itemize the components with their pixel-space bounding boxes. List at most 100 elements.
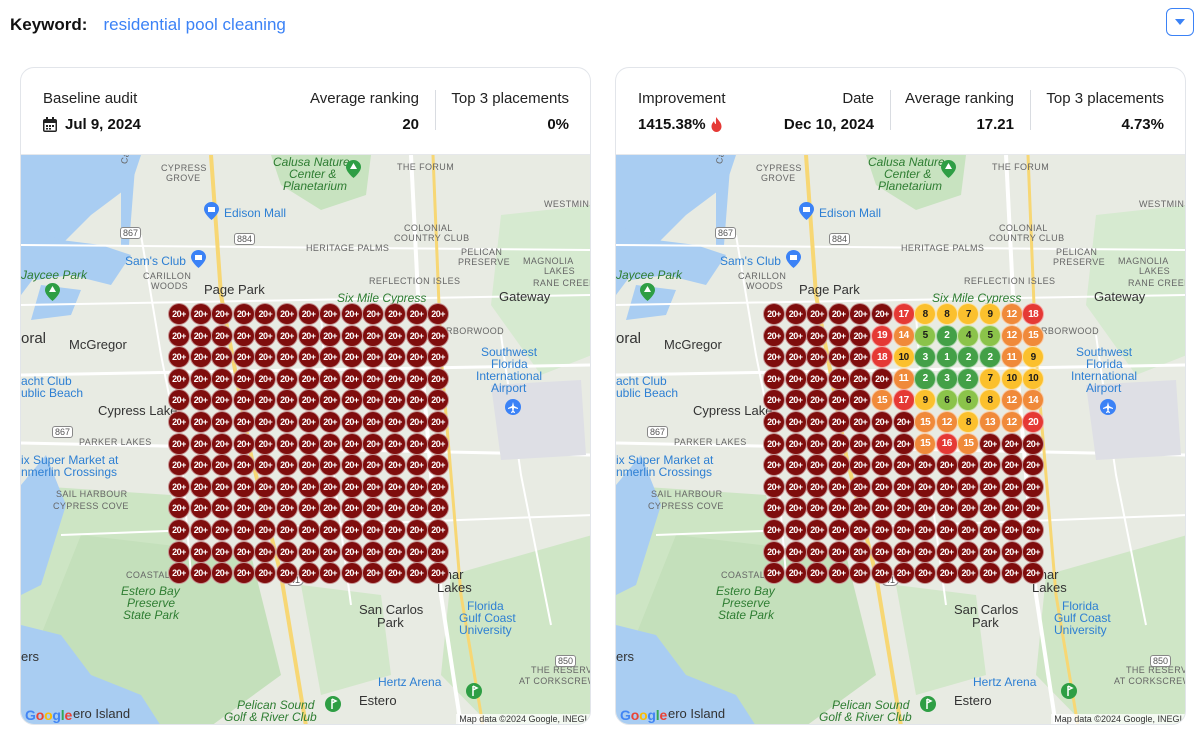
rank-pin[interactable]: 20+ xyxy=(979,454,1001,477)
rank-pin[interactable]: 20+ xyxy=(871,432,893,455)
rank-pin[interactable]: 20+ xyxy=(168,367,190,390)
rank-pin[interactable]: 20+ xyxy=(1000,562,1023,585)
rank-pin[interactable]: 20+ xyxy=(232,411,255,433)
rank-pin[interactable]: 20+ xyxy=(763,540,785,563)
rank-pin[interactable]: 20+ xyxy=(427,303,450,325)
rank-pin[interactable]: 20+ xyxy=(254,497,277,520)
rank-pin[interactable]: 20+ xyxy=(405,519,428,541)
rank-pin[interactable]: 20+ xyxy=(297,411,320,433)
rank-pin[interactable]: 20+ xyxy=(384,389,406,412)
rank-pin[interactable]: 20+ xyxy=(763,367,785,390)
rank-pin[interactable]: 20+ xyxy=(189,346,212,369)
rank-pin[interactable]: 20+ xyxy=(340,562,363,585)
rank-pin[interactable]: 20+ xyxy=(849,519,872,541)
rank-pin[interactable]: 20+ xyxy=(784,454,807,477)
rank-pin[interactable]: 20+ xyxy=(979,432,1001,455)
rank-pin[interactable]: 20+ xyxy=(1022,497,1045,520)
rank-pin[interactable]: 20+ xyxy=(979,475,1001,498)
rank-pin[interactable]: 20+ xyxy=(871,367,893,390)
rank-pin[interactable]: 20+ xyxy=(957,475,980,498)
rank-pin[interactable]: 20+ xyxy=(384,346,406,369)
rank-pin[interactable]: 20+ xyxy=(979,497,1001,520)
rank-pin[interactable]: 20+ xyxy=(211,540,234,563)
rank-pin[interactable]: 19 xyxy=(871,324,893,347)
rank-pin[interactable]: 20+ xyxy=(427,454,450,477)
rank-pin[interactable]: 20+ xyxy=(1000,540,1023,563)
rank-pin[interactable]: 20+ xyxy=(1000,454,1023,477)
rank-pin[interactable]: 20+ xyxy=(784,303,807,325)
rank-pin[interactable]: 20+ xyxy=(892,432,915,455)
rank-pin[interactable]: 5 xyxy=(979,324,1001,347)
rank-pin[interactable]: 20+ xyxy=(827,324,850,347)
rank-pin[interactable]: 20+ xyxy=(254,346,277,369)
rank-pin[interactable]: 20+ xyxy=(827,389,850,412)
rank-pin[interactable]: 20+ xyxy=(189,475,212,498)
rank-pin[interactable]: 20+ xyxy=(784,411,807,433)
rank-pin[interactable]: 20+ xyxy=(232,519,255,541)
rank-pin[interactable]: 20+ xyxy=(1000,497,1023,520)
rank-pin[interactable]: 20+ xyxy=(806,367,829,390)
rank-pin[interactable]: 9 xyxy=(979,303,1001,325)
rank-pin[interactable]: 20+ xyxy=(232,432,255,455)
rank-pin[interactable]: 17 xyxy=(892,389,915,412)
rank-pin[interactable]: 20+ xyxy=(1022,454,1045,477)
rank-pin[interactable]: 20+ xyxy=(232,367,255,390)
rank-pin[interactable]: 20+ xyxy=(957,497,980,520)
rank-pin[interactable]: 5 xyxy=(914,324,937,347)
rank-pin[interactable]: 20+ xyxy=(784,475,807,498)
rank-pin[interactable]: 2 xyxy=(957,346,980,369)
rank-pin[interactable]: 20+ xyxy=(405,303,428,325)
rank-pin[interactable]: 20+ xyxy=(892,411,915,433)
rank-pin[interactable]: 20+ xyxy=(979,519,1001,541)
rank-pin[interactable]: 20+ xyxy=(806,540,829,563)
rank-pin[interactable]: 20+ xyxy=(1022,540,1045,563)
rank-pin[interactable]: 20+ xyxy=(362,346,385,369)
rank-pin[interactable]: 20+ xyxy=(427,324,450,347)
rank-pin[interactable]: 20+ xyxy=(1022,562,1045,585)
rank-pin[interactable]: 20+ xyxy=(168,475,190,498)
rank-pin[interactable]: 20+ xyxy=(297,475,320,498)
rank-pin[interactable]: 20+ xyxy=(168,432,190,455)
rank-pin[interactable]: 20+ xyxy=(362,497,385,520)
rank-pin[interactable]: 20+ xyxy=(384,324,406,347)
rank-pin[interactable]: 20+ xyxy=(405,475,428,498)
rank-pin[interactable]: 18 xyxy=(871,346,893,369)
rank-pin[interactable]: 20+ xyxy=(319,475,342,498)
rank-pin[interactable]: 20+ xyxy=(892,519,915,541)
rank-pin[interactable]: 20+ xyxy=(935,562,958,585)
rank-pin[interactable]: 20+ xyxy=(189,562,212,585)
rank-pin[interactable]: 20+ xyxy=(405,324,428,347)
current-map[interactable]: CYPRESS GROVE Calusa Nature Center & Pla… xyxy=(616,155,1185,724)
rank-pin[interactable]: 20+ xyxy=(254,475,277,498)
rank-pin[interactable]: 9 xyxy=(914,389,937,412)
rank-pin[interactable]: 20+ xyxy=(211,519,234,541)
rank-pin[interactable]: 20+ xyxy=(914,475,937,498)
rank-pin[interactable]: 20+ xyxy=(211,432,234,455)
rank-pin[interactable]: 20+ xyxy=(892,475,915,498)
rank-pin[interactable]: 20+ xyxy=(362,432,385,455)
rank-pin[interactable]: 20+ xyxy=(806,519,829,541)
rank-pin[interactable]: 20+ xyxy=(806,324,829,347)
rank-pin[interactable]: 20+ xyxy=(784,346,807,369)
rank-pin[interactable]: 17 xyxy=(892,303,915,325)
rank-pin[interactable]: 20+ xyxy=(211,475,234,498)
rank-pin[interactable]: 20+ xyxy=(827,454,850,477)
rank-pin[interactable]: 20+ xyxy=(849,389,872,412)
rank-pin[interactable]: 20+ xyxy=(297,324,320,347)
rank-pin[interactable]: 20+ xyxy=(935,497,958,520)
rank-pin[interactable]: 20+ xyxy=(935,475,958,498)
rank-pin[interactable]: 20+ xyxy=(168,540,190,563)
rank-pin[interactable]: 15 xyxy=(957,432,980,455)
rank-pin[interactable]: 20+ xyxy=(827,562,850,585)
rank-pin[interactable]: 8 xyxy=(914,303,937,325)
rank-pin[interactable]: 20+ xyxy=(297,519,320,541)
rank-pin[interactable]: 20+ xyxy=(362,454,385,477)
rank-pin[interactable]: 20+ xyxy=(319,346,342,369)
rank-pin[interactable]: 20+ xyxy=(319,454,342,477)
rank-pin[interactable]: 20+ xyxy=(340,346,363,369)
rank-pin[interactable]: 20+ xyxy=(784,324,807,347)
rank-pin[interactable]: 20+ xyxy=(276,367,298,390)
rank-pin[interactable]: 20+ xyxy=(827,497,850,520)
rank-pin[interactable]: 20+ xyxy=(297,497,320,520)
rank-pin[interactable]: 13 xyxy=(979,411,1001,433)
